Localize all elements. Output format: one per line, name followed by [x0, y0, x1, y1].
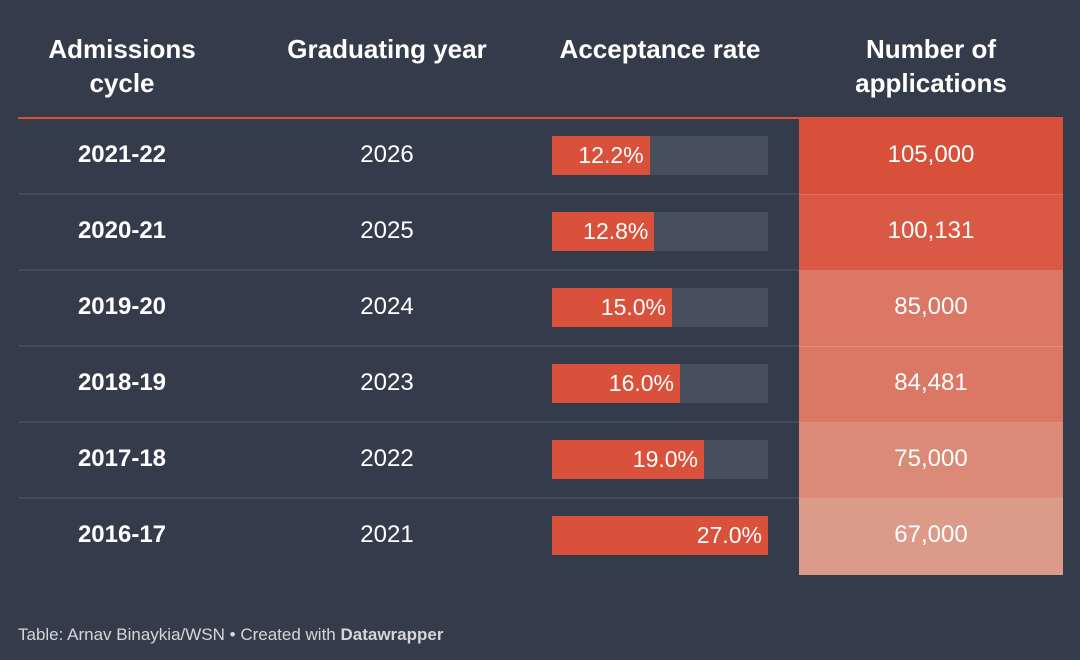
row-divider [18, 345, 799, 347]
cell-graduating-year: 2021 [360, 521, 414, 548]
row-divider [799, 270, 1063, 271]
admissions-table: Admissions cycle Graduating year Accepta… [18, 0, 1063, 575]
acceptance-rate-label: 16.0% [608, 370, 674, 396]
header-number-of-applications[interactable]: Number of applications [855, 34, 1007, 98]
acceptance-rate-bar: 19.0% [552, 440, 704, 479]
acceptance-rate-label: 15.0% [600, 294, 666, 320]
applications-heat-cell: 67,000 [799, 499, 1063, 575]
row-divider [18, 421, 799, 423]
cell-admissions-cycle: 2019-20 [77, 293, 167, 320]
cell-graduating-year: 2026 [360, 141, 414, 168]
cell-graduating-year: 2024 [360, 293, 414, 320]
table-body: 2021-22 2026 12.2% 105,000 2020-21 2025 12.8% 1… [18, 119, 1063, 575]
row-divider [799, 194, 1063, 195]
row-divider [799, 346, 1063, 347]
row-divider [799, 422, 1063, 423]
applications-heat-cell: 105,000 [799, 119, 1063, 195]
header-admissions-cycle[interactable]: Admissions cycle [48, 34, 196, 98]
table-row: 2017-18 2022 19.0% 75,000 [18, 423, 1063, 499]
table-header: Admissions cycle Graduating year Accepta… [18, 0, 1063, 119]
table-row: 2019-20 2024 15.0% 85,000 [18, 271, 1063, 347]
header-acceptance-rate[interactable]: Acceptance rate [559, 34, 761, 64]
cell-admissions-cycle: 2016-17 [77, 521, 167, 548]
cell-graduating-year: 2022 [360, 445, 414, 472]
row-divider [18, 193, 799, 195]
acceptance-rate-bar: 16.0% [552, 364, 680, 403]
cell-admissions-cycle: 2017-18 [77, 445, 167, 472]
table-row: 2018-19 2023 16.0% 84,481 [18, 347, 1063, 423]
acceptance-rate-bar-track: 27.0% [552, 516, 768, 555]
footer-source: Table: Arnav Binaykia/WSN • Created with [18, 625, 341, 644]
cell-admissions-cycle: 2021-22 [77, 141, 167, 168]
header-divider [18, 117, 1063, 119]
applications-heat-cell: 84,481 [799, 347, 1063, 423]
footer-credit: Table: Arnav Binaykia/WSN • Created with… [18, 625, 443, 645]
applications-heat-cell: 85,000 [799, 271, 1063, 347]
table-row: 2021-22 2026 12.2% 105,000 [18, 119, 1063, 195]
table-row: 2020-21 2025 12.8% 100,131 [18, 195, 1063, 271]
cell-graduating-year: 2025 [360, 217, 414, 244]
acceptance-rate-label: 19.0% [632, 446, 698, 472]
acceptance-rate-label: 12.8% [583, 218, 649, 244]
acceptance-rate-bar-track: 12.8% [552, 212, 768, 251]
acceptance-rate-bar: 27.0% [552, 516, 768, 555]
cell-admissions-cycle: 2020-21 [77, 217, 167, 244]
acceptance-rate-bar: 15.0% [552, 288, 672, 327]
acceptance-rate-bar-track: 15.0% [552, 288, 768, 327]
applications-heat-cell: 100,131 [799, 195, 1063, 271]
acceptance-rate-bar: 12.8% [552, 212, 655, 251]
table-row: 2016-17 2021 27.0% 67,000 [18, 499, 1063, 575]
cell-admissions-cycle: 2018-19 [77, 369, 167, 396]
row-divider [18, 269, 799, 271]
acceptance-rate-bar: 12.2% [552, 136, 650, 175]
cell-graduating-year: 2023 [360, 369, 414, 396]
applications-heat-cell: 75,000 [799, 423, 1063, 499]
row-divider [18, 497, 799, 499]
acceptance-rate-bar-track: 16.0% [552, 364, 768, 403]
header-graduating-year[interactable]: Graduating year [287, 34, 487, 64]
acceptance-rate-bar-track: 12.2% [552, 136, 768, 175]
acceptance-rate-label: 12.2% [578, 142, 644, 168]
footer-brand-link[interactable]: Datawrapper [340, 625, 444, 644]
acceptance-rate-label: 27.0% [696, 522, 762, 548]
row-divider [799, 498, 1063, 499]
acceptance-rate-bar-track: 19.0% [552, 440, 768, 479]
